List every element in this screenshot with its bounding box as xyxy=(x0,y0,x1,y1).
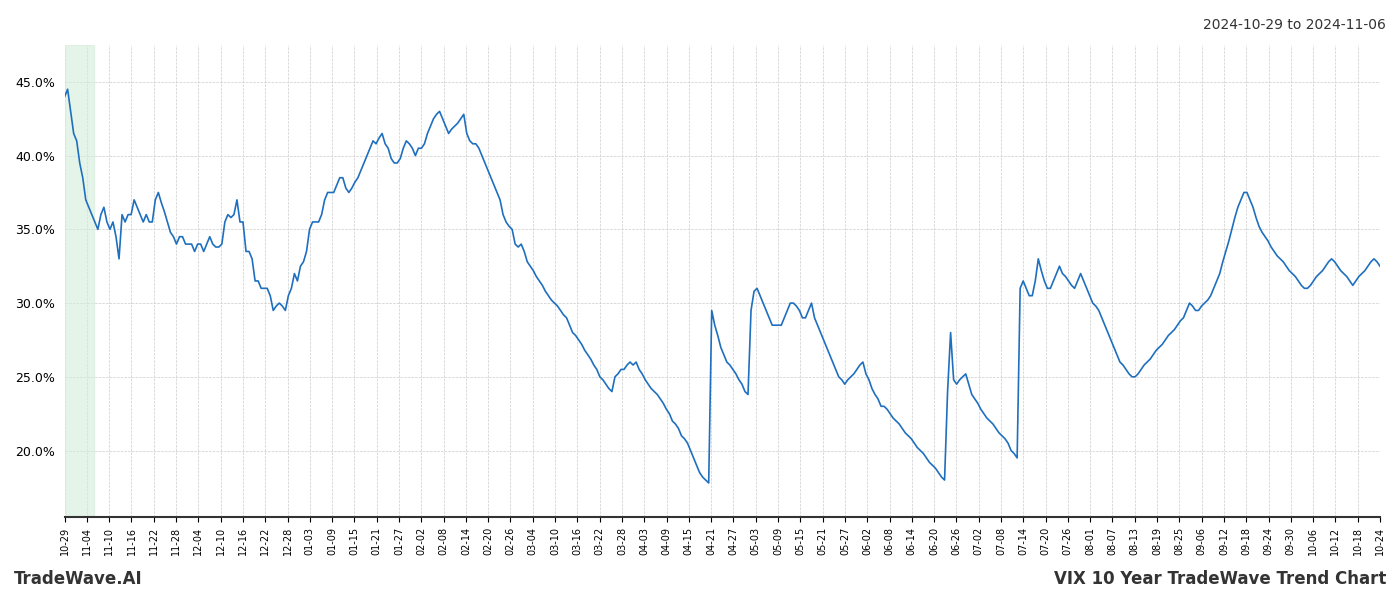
Text: TradeWave.AI: TradeWave.AI xyxy=(14,570,143,588)
Text: 2024-10-29 to 2024-11-06: 2024-10-29 to 2024-11-06 xyxy=(1203,18,1386,32)
Text: VIX 10 Year TradeWave Trend Chart: VIX 10 Year TradeWave Trend Chart xyxy=(1054,570,1386,588)
Bar xyxy=(64,45,94,517)
